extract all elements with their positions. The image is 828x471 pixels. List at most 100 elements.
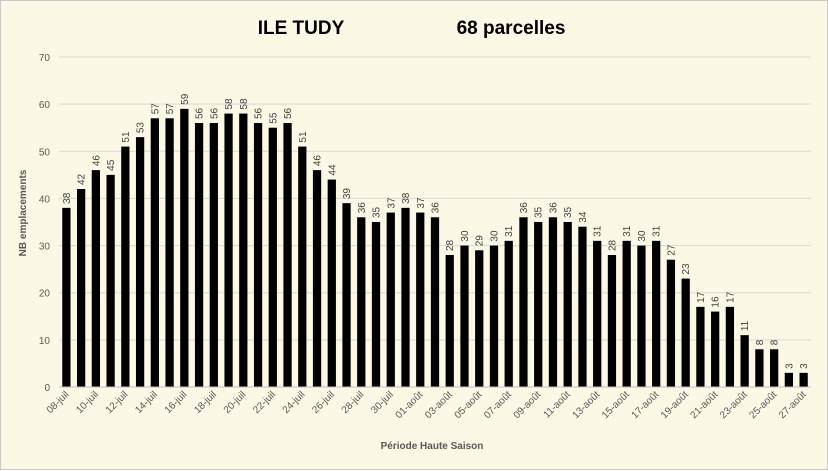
- y-tick-label: 40: [39, 194, 51, 205]
- data-label: 17: [696, 291, 707, 303]
- y-tick-label: 0: [44, 383, 50, 394]
- data-label: 51: [298, 131, 309, 143]
- x-tick-label: 21-août: [689, 389, 721, 421]
- bars: [62, 108, 808, 388]
- data-label: 57: [165, 103, 176, 115]
- bar: [637, 245, 646, 387]
- data-label: 8: [770, 339, 781, 345]
- data-label: 17: [725, 291, 736, 303]
- bar: [357, 217, 366, 387]
- bar: [563, 222, 572, 387]
- x-tick-label: 15-août: [600, 389, 632, 421]
- bar: [121, 146, 130, 387]
- data-label: 37: [386, 197, 397, 209]
- data-label: 36: [548, 202, 559, 214]
- data-label: 31: [504, 225, 515, 237]
- data-label: 46: [91, 155, 102, 167]
- bar: [770, 349, 779, 387]
- data-label: 57: [150, 103, 161, 115]
- bar: [622, 240, 631, 387]
- data-label: 11: [740, 320, 751, 331]
- bar: [607, 255, 617, 387]
- data-label: 53: [136, 122, 147, 134]
- bar: [106, 174, 115, 387]
- data-label: 56: [209, 107, 220, 119]
- x-tick-label: 05-août: [453, 389, 485, 421]
- bar: [298, 146, 307, 387]
- bar: [180, 108, 189, 387]
- x-axis-title: Période Haute Saison: [381, 441, 484, 452]
- bar: [548, 217, 558, 387]
- data-label: 58: [239, 98, 250, 110]
- data-label: 34: [578, 211, 589, 223]
- bar: [253, 123, 263, 387]
- x-tick-label: 01-août: [394, 389, 426, 421]
- bar: [430, 217, 440, 387]
- data-label: 3: [799, 363, 810, 369]
- x-axis-ticks: 08-juil 10-juil 12-juil 14-juil 16-juil 18-ju…: [45, 389, 809, 421]
- x-tick-label: 07-août: [482, 389, 514, 421]
- bar: [312, 170, 322, 387]
- bar: [416, 212, 425, 387]
- x-tick-label: 22-juil: [251, 389, 278, 416]
- x-tick-label: 17-août: [630, 389, 662, 421]
- bar: [593, 240, 602, 387]
- data-label: 56: [254, 107, 265, 119]
- y-tick-label: 60: [39, 100, 51, 111]
- data-label: 59: [180, 93, 191, 105]
- bar: [401, 207, 410, 387]
- x-tick-label: 20-juil: [222, 389, 249, 416]
- y-tick-label: 30: [39, 242, 51, 253]
- data-label: 56: [283, 107, 294, 119]
- bar: [475, 250, 484, 387]
- data-label: 44: [327, 164, 338, 176]
- data-label: 31: [593, 225, 604, 237]
- data-label: 45: [106, 159, 117, 171]
- bar: [740, 335, 749, 387]
- data-label: 38: [62, 192, 73, 204]
- bar: [725, 306, 735, 387]
- x-tick-label: 18-juil: [192, 389, 219, 416]
- y-tick-label: 50: [39, 147, 51, 158]
- data-label: 29: [475, 235, 486, 247]
- data-label: 36: [431, 202, 442, 214]
- data-label: 30: [489, 230, 500, 242]
- data-label: 37: [416, 197, 427, 209]
- data-label: 23: [681, 263, 692, 275]
- data-label: 30: [460, 230, 471, 242]
- bar: [150, 118, 159, 388]
- bar: [666, 259, 676, 387]
- data-label: 31: [652, 225, 663, 237]
- y-tick-label: 70: [39, 53, 51, 64]
- chart-title: ILE TUDY: [258, 18, 345, 39]
- bar: [504, 240, 513, 387]
- data-label: 36: [357, 202, 368, 214]
- bar: [209, 123, 218, 387]
- y-tick-label: 10: [39, 336, 51, 347]
- y-axis-ticks: 0 10 20 30 40 50 60 70: [39, 53, 51, 394]
- chart-subtitle: 68 parcelles: [457, 18, 566, 39]
- bar: [445, 255, 454, 387]
- bar: [578, 226, 587, 387]
- bar: [135, 137, 145, 387]
- x-tick-label: 10-juil: [74, 389, 101, 416]
- bar: [696, 306, 705, 387]
- bar: [784, 372, 794, 387]
- data-label: 39: [342, 188, 353, 200]
- x-tick-label: 11-août: [542, 389, 573, 420]
- data-label: 30: [637, 230, 648, 242]
- x-tick-label: 12-juil: [104, 389, 131, 416]
- data-label: 27: [666, 244, 677, 256]
- x-tick-label: 16-juil: [163, 389, 190, 416]
- bar: [371, 222, 381, 387]
- data-label: 51: [121, 131, 132, 143]
- x-tick-label: 23-août: [718, 389, 750, 421]
- bar: [327, 179, 336, 387]
- data-label: 35: [534, 206, 545, 218]
- bar: [460, 245, 469, 387]
- data-label: 16: [711, 296, 722, 308]
- data-label: 35: [372, 206, 383, 218]
